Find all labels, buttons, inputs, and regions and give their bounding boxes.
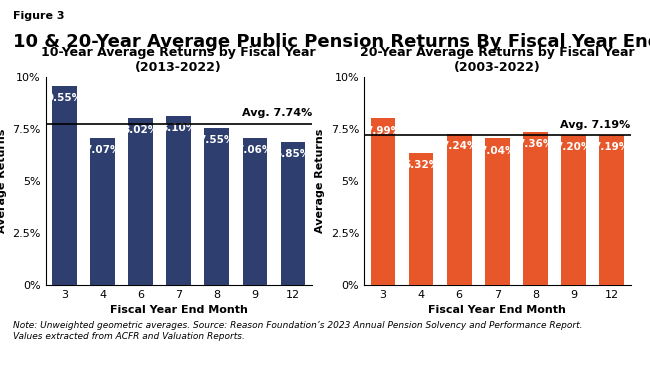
Bar	[205, 128, 229, 285]
Bar	[128, 118, 153, 285]
Text: 7.99%: 7.99%	[365, 126, 401, 136]
Y-axis label: Average Returns: Average Returns	[315, 128, 325, 233]
Bar	[242, 138, 267, 285]
Text: 8.10%: 8.10%	[161, 123, 197, 134]
Text: 7.19%: 7.19%	[593, 142, 630, 153]
Text: 8.02%: 8.02%	[123, 125, 159, 135]
Text: 7.04%: 7.04%	[479, 146, 515, 155]
Bar	[90, 138, 115, 285]
Title: 10-Year Average Returns by Fiscal Year
(2013-2022): 10-Year Average Returns by Fiscal Year (…	[42, 46, 316, 74]
X-axis label: Fiscal Year End Month: Fiscal Year End Month	[110, 305, 248, 315]
Text: 10 & 20-Year Average Public Pension Returns By Fiscal Year End Month: 10 & 20-Year Average Public Pension Retu…	[13, 33, 650, 51]
Y-axis label: Average Returns: Average Returns	[0, 128, 6, 233]
Bar	[281, 142, 306, 285]
Text: Note: Unweighted geometric averages. Source: Reason Foundation’s 2023 Annual Pen: Note: Unweighted geometric averages. Sou…	[13, 321, 582, 341]
Bar	[166, 116, 191, 285]
Text: reason: reason	[561, 333, 599, 343]
Bar	[599, 135, 624, 285]
Text: 7.55%: 7.55%	[199, 135, 235, 145]
Bar	[561, 135, 586, 285]
Text: 7.20%: 7.20%	[555, 142, 592, 152]
Bar	[52, 86, 77, 285]
Text: 7.36%: 7.36%	[517, 139, 554, 149]
Text: FOUNDATION: FOUNDATION	[561, 347, 613, 353]
Text: 7.24%: 7.24%	[441, 141, 478, 151]
Text: 9.55%: 9.55%	[46, 93, 83, 103]
Text: 7.07%: 7.07%	[84, 145, 121, 155]
Bar	[370, 119, 395, 285]
X-axis label: Fiscal Year End Month: Fiscal Year End Month	[428, 305, 566, 315]
Bar	[523, 131, 548, 285]
Text: Avg. 7.19%: Avg. 7.19%	[560, 120, 630, 130]
Title: 20-Year Average Returns by Fiscal Year
(2003-2022): 20-Year Average Returns by Fiscal Year (…	[360, 46, 634, 74]
Text: Figure 3: Figure 3	[13, 11, 64, 21]
Bar	[409, 153, 434, 285]
Bar	[447, 134, 471, 285]
Text: 6.32%: 6.32%	[403, 161, 439, 170]
Text: 6.85%: 6.85%	[275, 150, 311, 160]
Bar	[485, 138, 510, 285]
Text: 7.06%: 7.06%	[237, 145, 273, 155]
Polygon shape	[529, 332, 552, 354]
Text: Avg. 7.74%: Avg. 7.74%	[242, 108, 312, 119]
